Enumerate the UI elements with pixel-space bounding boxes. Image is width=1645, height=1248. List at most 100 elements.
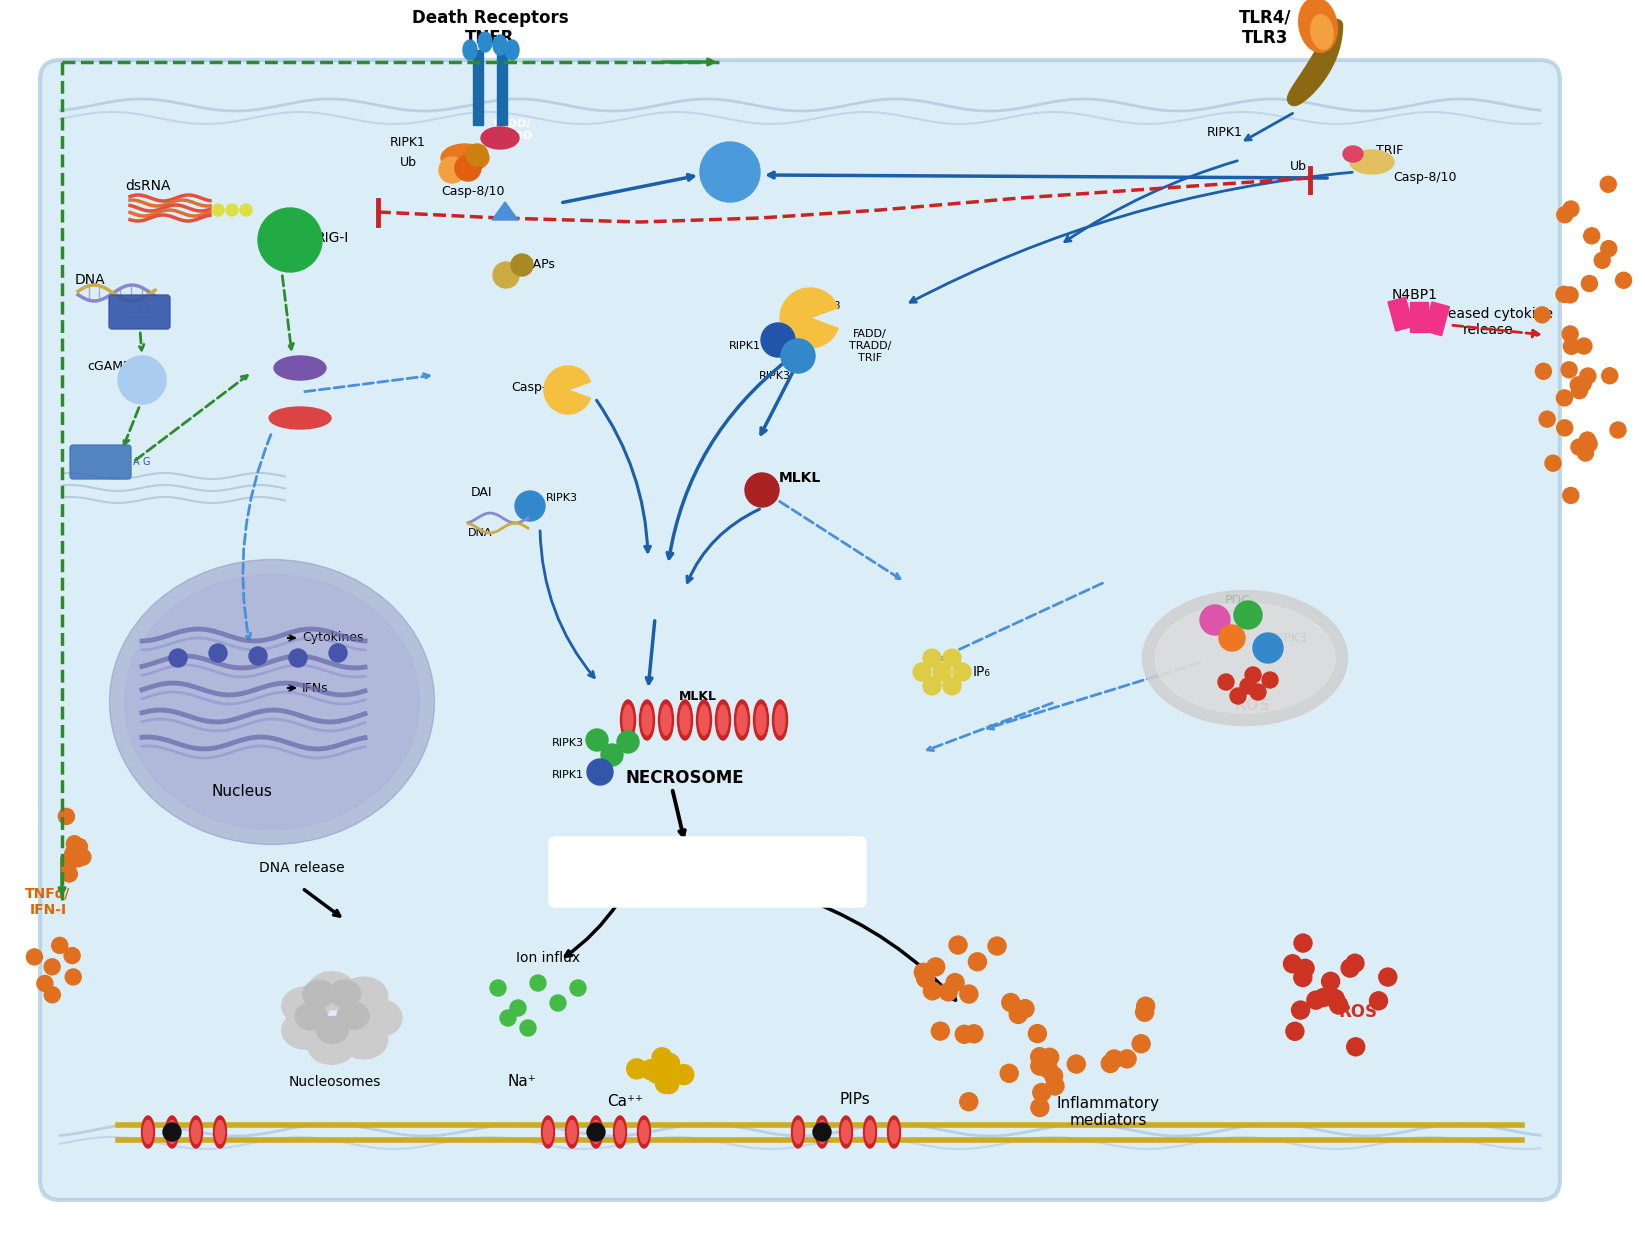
Ellipse shape <box>189 1116 202 1148</box>
Text: TNFα/
IFN-I: TNFα/ IFN-I <box>25 887 71 917</box>
Ellipse shape <box>1155 603 1336 713</box>
Circle shape <box>1293 968 1311 986</box>
Text: MLKL: MLKL <box>679 690 717 704</box>
Circle shape <box>1535 307 1550 323</box>
Circle shape <box>61 866 77 882</box>
Ellipse shape <box>214 1116 227 1148</box>
Circle shape <box>966 1025 984 1043</box>
Ellipse shape <box>543 1121 553 1143</box>
Text: FADD/
TRADD/
TRIF: FADD/ TRADD/ TRIF <box>849 329 892 363</box>
Circle shape <box>1031 1098 1050 1117</box>
Text: G: G <box>151 378 160 388</box>
Text: DAI: DAI <box>470 485 494 498</box>
Circle shape <box>1028 1025 1046 1042</box>
Circle shape <box>26 948 43 965</box>
Circle shape <box>931 1022 949 1040</box>
Polygon shape <box>780 288 839 348</box>
Ellipse shape <box>839 1116 852 1148</box>
Text: A: A <box>133 457 140 467</box>
Ellipse shape <box>791 1116 804 1148</box>
Circle shape <box>1119 1050 1137 1068</box>
Ellipse shape <box>888 1116 900 1148</box>
Text: RIPK3: RIPK3 <box>553 738 584 748</box>
Text: RIPK1: RIPK1 <box>390 136 426 149</box>
Circle shape <box>1576 338 1592 354</box>
Circle shape <box>1594 252 1610 268</box>
Ellipse shape <box>270 407 331 429</box>
FancyBboxPatch shape <box>549 837 865 906</box>
Circle shape <box>1540 411 1555 427</box>
FancyBboxPatch shape <box>109 295 169 329</box>
Circle shape <box>642 1060 661 1080</box>
Circle shape <box>163 1123 181 1141</box>
Ellipse shape <box>1311 15 1332 50</box>
Circle shape <box>781 339 814 373</box>
Text: IP₆: IP₆ <box>974 665 990 679</box>
Circle shape <box>1295 934 1313 952</box>
Circle shape <box>1556 207 1573 222</box>
Ellipse shape <box>505 40 520 60</box>
Circle shape <box>762 323 795 357</box>
Circle shape <box>600 744 623 766</box>
Circle shape <box>1561 362 1578 378</box>
Circle shape <box>1581 276 1597 292</box>
Circle shape <box>512 255 533 276</box>
Ellipse shape <box>658 700 673 740</box>
Text: DNA: DNA <box>74 273 105 287</box>
Circle shape <box>952 663 971 681</box>
Text: Death Receptors: Death Receptors <box>411 9 568 27</box>
Text: Increased cytokine
release: Increased cytokine release <box>1423 307 1553 337</box>
Circle shape <box>913 663 931 681</box>
Circle shape <box>1578 446 1594 461</box>
Circle shape <box>1579 368 1596 384</box>
Bar <box>497 50 507 125</box>
Circle shape <box>212 203 224 216</box>
Ellipse shape <box>494 35 507 55</box>
Circle shape <box>248 646 266 665</box>
Circle shape <box>1010 1006 1026 1023</box>
Text: NECROPTOSIS: NECROPTOSIS <box>619 862 795 882</box>
Ellipse shape <box>275 356 326 379</box>
Circle shape <box>66 836 82 851</box>
Ellipse shape <box>566 1116 579 1148</box>
Ellipse shape <box>737 705 747 735</box>
Circle shape <box>1296 960 1314 977</box>
Circle shape <box>1556 286 1573 302</box>
Circle shape <box>1219 625 1245 651</box>
Text: Ion influx: Ion influx <box>517 951 581 965</box>
Circle shape <box>701 142 760 202</box>
Circle shape <box>674 1065 694 1085</box>
Circle shape <box>915 963 933 981</box>
Text: IAPs: IAPs <box>530 258 556 272</box>
Text: CYLD: CYLD <box>709 165 750 178</box>
Circle shape <box>1253 633 1283 663</box>
Circle shape <box>64 846 81 861</box>
Ellipse shape <box>125 574 419 830</box>
Circle shape <box>946 973 964 992</box>
Ellipse shape <box>793 1121 803 1143</box>
Text: TLR3: TLR3 <box>1242 29 1288 47</box>
Text: TRIF: TRIF <box>1377 144 1403 156</box>
Text: cGAS: cGAS <box>122 306 158 318</box>
Text: N4BP1: N4BP1 <box>1392 288 1438 302</box>
Circle shape <box>1601 176 1617 192</box>
Circle shape <box>959 1093 977 1111</box>
Circle shape <box>1581 436 1597 452</box>
Circle shape <box>1579 432 1596 448</box>
Circle shape <box>1040 1060 1058 1078</box>
Circle shape <box>1347 1038 1365 1056</box>
Circle shape <box>1556 419 1573 436</box>
Text: RIG-I: RIG-I <box>316 231 349 245</box>
Circle shape <box>520 1020 536 1036</box>
Ellipse shape <box>1298 0 1337 52</box>
Text: RIPK1: RIPK1 <box>729 341 762 351</box>
Ellipse shape <box>141 1116 155 1148</box>
Circle shape <box>923 649 941 668</box>
Circle shape <box>1234 602 1262 629</box>
Ellipse shape <box>890 1121 898 1143</box>
Circle shape <box>939 983 957 1001</box>
Ellipse shape <box>316 1017 349 1043</box>
Circle shape <box>209 644 227 661</box>
Ellipse shape <box>775 705 785 735</box>
Text: P: P <box>243 207 248 213</box>
